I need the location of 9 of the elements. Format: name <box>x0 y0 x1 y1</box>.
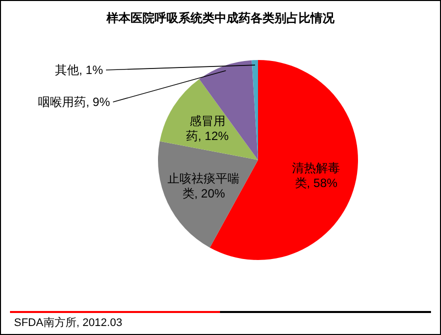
pie-slice <box>160 79 258 160</box>
slice-label: 止咳祛痰平喘类, 20% <box>168 172 240 201</box>
slice-label: 清热解毒类, 58% <box>292 160 340 190</box>
slice-label: 咽喉用药, 9% <box>38 95 110 109</box>
slice-label: 其他, 1% <box>54 63 104 77</box>
text: SFDA南方所, 2012.03 <box>14 316 122 329</box>
slice-label: 感冒用药, 12% <box>186 114 230 143</box>
chart-title: 样本医院呼吸系统类中成药各类别占比情况 <box>106 11 336 25</box>
pie-slice <box>158 141 258 248</box>
